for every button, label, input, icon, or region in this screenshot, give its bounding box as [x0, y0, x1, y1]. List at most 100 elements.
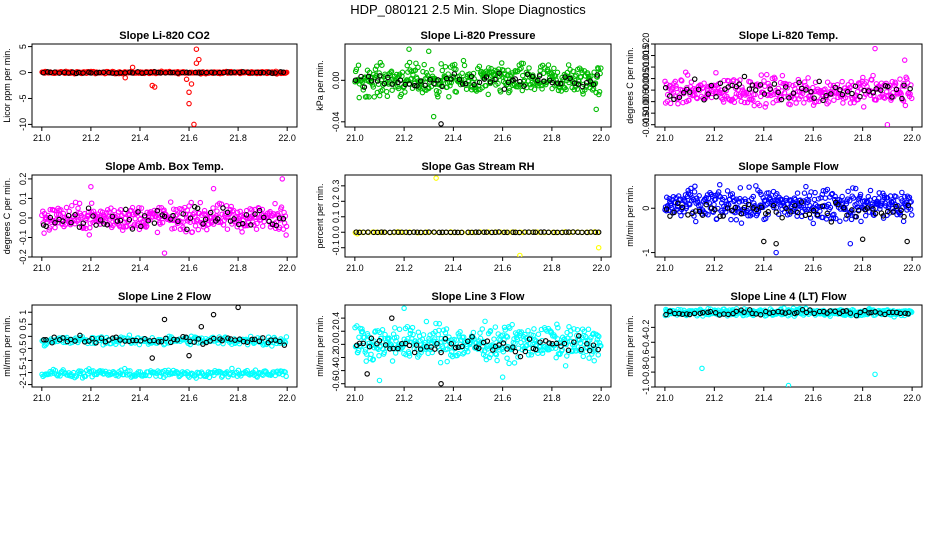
point-all — [774, 190, 780, 197]
point-subset — [151, 69, 158, 75]
point-all — [870, 72, 876, 79]
point-all — [803, 183, 809, 190]
point-outlier — [847, 240, 854, 247]
x-tick-label: 21.0 — [33, 133, 51, 143]
point-all — [468, 86, 475, 93]
y-axis-label: Licor ppm per min. — [2, 48, 12, 123]
point-all — [833, 215, 839, 222]
point-all — [420, 68, 426, 75]
point-all — [172, 213, 179, 219]
point-subset — [496, 229, 502, 235]
y-axis-label: percent per min. — [315, 183, 325, 248]
point-all — [453, 66, 459, 73]
point-subset — [898, 207, 904, 214]
point-all — [596, 89, 603, 95]
point-subset — [807, 307, 813, 313]
point-all — [415, 64, 421, 71]
point-all — [741, 99, 748, 106]
point-subset — [483, 229, 490, 235]
point-all — [531, 86, 538, 93]
point-all — [588, 73, 594, 79]
point-all — [772, 75, 778, 82]
point-subset — [219, 337, 225, 344]
point-outlier — [149, 355, 155, 361]
point-all — [453, 337, 460, 343]
point-all — [433, 87, 440, 94]
point-subset — [761, 91, 768, 97]
point-all — [866, 209, 873, 215]
point-all — [765, 190, 772, 196]
point-all — [589, 87, 596, 93]
point-subset — [724, 205, 731, 211]
point-subset — [68, 219, 74, 226]
point-all — [537, 343, 543, 349]
point-all — [143, 223, 150, 229]
point-all — [110, 222, 116, 229]
x-tick-label: 21.8 — [854, 133, 872, 143]
y-tick-label: -0.015 — [641, 112, 651, 138]
point-all — [726, 202, 732, 208]
point-subset — [595, 229, 602, 235]
point-all — [239, 229, 245, 235]
point-subset — [510, 229, 516, 236]
point-subset — [240, 338, 247, 345]
point-upper — [283, 334, 290, 340]
y-tick-label: 0.2 — [331, 195, 341, 208]
point-all — [662, 78, 668, 85]
point-all — [495, 80, 501, 87]
point-subset — [885, 83, 891, 90]
y-tick-label: 0.4 — [331, 312, 341, 325]
point-outlier — [376, 377, 383, 384]
point-all — [545, 62, 552, 68]
point-all — [532, 337, 538, 343]
point-all — [253, 226, 260, 232]
point-subset — [435, 77, 441, 83]
point-subset — [592, 229, 599, 236]
point-subset — [106, 69, 112, 76]
point-subset — [458, 229, 465, 236]
point-all — [406, 59, 413, 66]
point-all — [420, 332, 427, 338]
point-all — [487, 327, 494, 334]
point-all — [831, 97, 837, 103]
point-all — [568, 338, 575, 345]
point-subset — [814, 211, 821, 218]
point-all — [457, 329, 463, 335]
panel-8: Slope Line 4 (LT) Flow 21.0 21.2 21.4 21.6 21… — [625, 291, 923, 403]
point-all — [491, 336, 497, 342]
point-all — [138, 205, 145, 211]
point-subset — [387, 346, 393, 352]
point-all — [682, 198, 688, 205]
point-all — [691, 189, 698, 195]
point-subset — [558, 80, 564, 87]
point-subset — [43, 337, 49, 343]
point-all — [407, 330, 413, 337]
point-subset — [779, 309, 785, 315]
point-subset — [175, 218, 181, 225]
point-subset — [853, 213, 859, 220]
point-all — [525, 352, 532, 358]
point-subset — [395, 229, 401, 236]
point-all — [452, 61, 458, 68]
y-axis-label: degrees C per min. — [625, 47, 635, 124]
x-tick-label: 21.6 — [804, 393, 822, 403]
point-outlier — [186, 352, 192, 359]
point-all — [731, 99, 738, 106]
x-tick-label: 21.8 — [854, 393, 872, 403]
point-subset — [553, 340, 560, 347]
plot-frame — [654, 174, 923, 258]
x-tick-label: 21.2 — [82, 393, 100, 403]
point-all — [379, 327, 386, 333]
y-axis-label: ml/min per min. — [625, 185, 635, 247]
point-subset — [857, 309, 863, 316]
point-all — [845, 188, 851, 195]
point-subset — [741, 309, 747, 316]
point-all — [559, 346, 565, 353]
point-all — [686, 97, 692, 103]
point-subset — [779, 214, 785, 221]
point-all — [781, 90, 788, 96]
point-all — [423, 318, 430, 325]
point-all — [595, 66, 602, 72]
point-outlier — [773, 249, 779, 256]
point-subset — [51, 334, 57, 340]
